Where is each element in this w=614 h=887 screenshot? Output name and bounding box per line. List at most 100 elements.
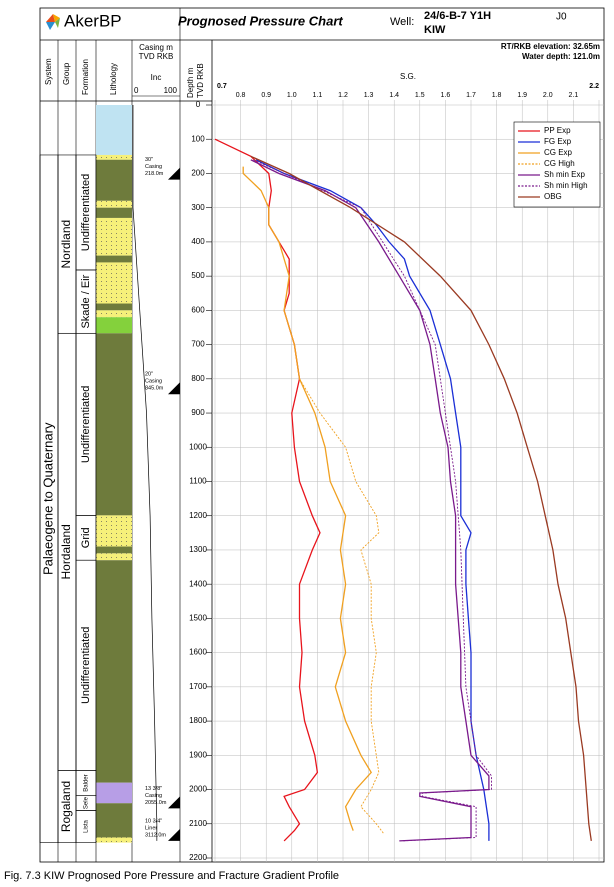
lithology-interval [96,207,132,218]
column-header: Formation [81,59,90,95]
legend-label: FG Exp [544,137,572,146]
column-header: TVD RKB [196,63,205,98]
lithology-pattern [96,154,132,160]
inc-tick-label: 0 [134,86,139,95]
caption: Fig. 7.3 KIW Prognosed Pore Pressure and… [4,870,339,882]
casing-label: Liner [145,825,157,831]
series-line [250,155,592,841]
inclination-line [132,105,158,841]
casing-shoe [168,828,180,841]
formation-label: Undifferentiated [80,627,92,704]
column-header: Inc [151,73,162,82]
lithology-pattern [96,200,132,208]
legend-label: Sh min High [544,181,588,190]
y-tick-label: 1600 [189,648,207,657]
series-line [253,159,492,842]
lithology-interval [96,560,132,783]
casing-shoe [168,167,180,180]
x-tick-label: 1.4 [389,92,399,99]
inc-tick-label: 100 [164,86,178,95]
y-tick-label: 300 [191,203,205,212]
column-header: System [44,58,53,85]
casing-label: 30" [145,157,153,163]
x-tick-label: 0.7 [217,83,227,90]
x-axis-label: S.G. [400,72,416,81]
x-tick-label: 1.7 [466,92,476,99]
casing-shoe [168,796,180,809]
y-tick-label: 1500 [189,614,207,623]
y-tick-label: 1900 [189,750,207,759]
lithology-pattern [96,515,132,547]
lithology-interval [96,303,132,311]
x-tick-label: 0.8 [236,92,246,99]
formation-label: Undifferentiated [80,174,92,251]
formation-label: Skade / Eir [80,274,92,328]
field: KIW [424,24,446,36]
y-tick-label: 2100 [189,819,207,828]
y-tick-label: 700 [191,340,205,349]
x-tick-label: 2.2 [589,83,599,90]
y-tick-label: 1200 [189,511,207,520]
casing-label: Casing [145,379,162,385]
y-tick-label: 200 [191,169,205,178]
revision: J0 [556,12,567,23]
lithology-interval [96,317,132,334]
casing-label: 13 3/8" [145,786,162,792]
logo-text: AkerBP [64,11,122,30]
title: Prognosed Pressure Chart [178,13,343,28]
casing-label: 845.0m [145,386,164,392]
y-tick-label: 100 [191,134,205,143]
well: 24/6-B-7 Y1H [424,10,491,22]
formation-label: Undifferentiated [80,386,92,463]
x-tick-label: 1.8 [492,92,502,99]
series-line [255,159,490,841]
casing-label: Casing [145,793,162,799]
logo-icon [46,14,60,30]
casing-shoe [168,382,180,395]
y-tick-label: 1000 [189,442,207,451]
column-header: Depth m [186,67,195,98]
series-line [242,166,373,831]
y-tick-label: 0 [196,100,201,109]
x-tick-label: 0.9 [261,92,271,99]
y-tick-label: 500 [191,271,205,280]
elevation: RT/RKB elevation: 32.65m [501,42,600,51]
series-line [299,378,385,835]
group-label: Hordaland [59,524,73,579]
y-tick-label: 1800 [189,716,207,725]
lithology-interval [96,105,132,155]
group-label: Nordland [59,220,73,269]
y-tick-label: 1700 [189,682,207,691]
x-tick-label: 1.6 [441,92,451,99]
casing-label: Casing [145,164,162,170]
lithology-pattern [96,553,132,561]
x-tick-label: 1.3 [364,92,374,99]
column-header: Casing m [139,43,173,52]
legend-label: CG Exp [544,148,573,157]
lithology-pattern [96,262,132,304]
formation-label: Grid [80,527,92,548]
y-tick-label: 900 [191,408,205,417]
x-tick-label: 1.1 [313,92,323,99]
series-line [214,138,321,842]
legend-label: Sh min Exp [544,170,585,179]
formation-interval [75,810,97,843]
y-tick-label: 400 [191,237,205,246]
legend-label: PP Exp [544,126,571,135]
casing-label: 10 3/4" [145,818,162,824]
y-tick-label: 1300 [189,545,207,554]
y-tick-label: 1100 [189,477,207,486]
y-tick-label: 600 [191,305,205,314]
x-tick-label: 1.9 [517,92,527,99]
legend-label: CG High [544,159,575,168]
lithology-interval [96,159,132,201]
casing-label: 20" [145,372,153,378]
lithology-pattern [96,310,132,318]
column-header: Group [62,62,71,85]
x-tick-label: 1.0 [287,92,297,99]
lithology-pattern [96,217,132,256]
water-depth: Water depth: 121.0m [522,52,600,61]
formation-label: Sele [84,796,90,809]
lithology-interval [96,255,132,263]
